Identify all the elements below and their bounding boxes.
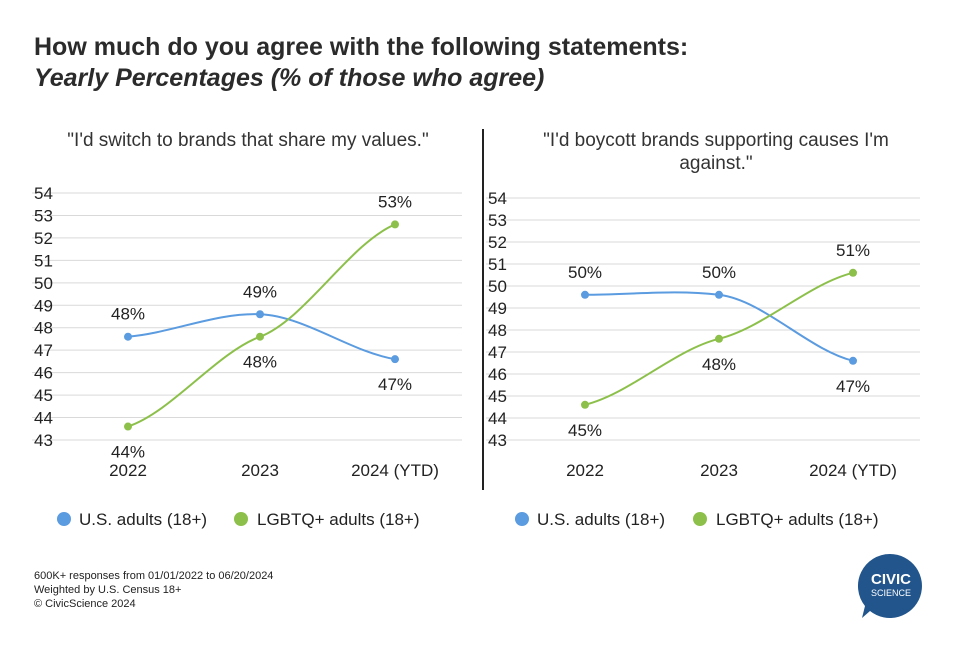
logo-text-science: SCIENCE xyxy=(871,588,911,598)
chart-2-title-line-2: against." xyxy=(679,153,752,174)
chart-2-point-lgbtq-1 xyxy=(581,400,589,409)
footnote-responses: 600K+ responses from 01/01/2022 to 06/20… xyxy=(34,570,274,582)
chart-1-ytick-43: 43 xyxy=(34,431,53,450)
chart-2-ytick-47: 47 xyxy=(488,343,507,362)
chart-1-ytick-44: 44 xyxy=(34,409,53,428)
chart-2-ytick-54: 54 xyxy=(488,189,507,208)
chart-2-xtick-2: 2023 xyxy=(700,461,738,480)
chart-1-ytick-51: 51 xyxy=(34,251,53,270)
chart-1-point-us-1 xyxy=(124,332,132,341)
footnote-copyright: © CivicScience 2024 xyxy=(34,598,136,610)
chart-2-line-us xyxy=(584,291,854,362)
chart-2-ytick-49: 49 xyxy=(488,299,507,318)
chart-1-xtick-1: 2022 xyxy=(109,461,147,480)
logo-bubble-shape xyxy=(857,554,922,618)
chart-1-ytick-46: 46 xyxy=(34,364,53,383)
chart-1-point-lgbtq-1 xyxy=(124,422,132,431)
chart-2-ytick-51: 51 xyxy=(488,255,507,274)
chart-1-ytick-47: 47 xyxy=(34,341,53,360)
chart-2-legend-us-swatch xyxy=(515,512,529,526)
chart-1-ytick-50: 50 xyxy=(34,274,53,293)
chart-1-ytick-53: 53 xyxy=(34,206,53,225)
footnote-weighting: Weighted by U.S. Census 18+ xyxy=(34,584,182,596)
chart-2-label-lgbtq-3: 51% xyxy=(836,241,870,260)
chart-2-ytick-43: 43 xyxy=(488,431,507,450)
chart-2-xtick-3: 2024 (YTD) xyxy=(809,461,897,480)
civicscience-logo: CIVIC SCIENCE xyxy=(857,554,922,618)
chart-2-point-us-1 xyxy=(581,290,589,299)
chart-2-ytick-45: 45 xyxy=(488,387,507,406)
chart-1-point-us-3 xyxy=(391,355,399,364)
logo-text-civic: CIVIC xyxy=(871,571,911,588)
chart-1-point-us-2 xyxy=(256,310,264,319)
chart-1-ytick-48: 48 xyxy=(34,319,53,338)
chart-1-label-us-2: 49% xyxy=(243,282,277,301)
chart-2-xtick-1: 2022 xyxy=(566,461,604,480)
chart-1-xtick-2: 2023 xyxy=(241,461,279,480)
chart-1-point-lgbtq-3 xyxy=(391,220,399,229)
title-main: How much do you agree with the following… xyxy=(34,33,689,61)
chart-2-ytick-53: 53 xyxy=(488,211,507,230)
chart-2-title-line-1: "I'd boycott brands supporting causes I'… xyxy=(543,130,889,151)
chart-title: How much do you agree with the following… xyxy=(34,32,688,94)
chart-2-label-us-3: 47% xyxy=(836,377,870,396)
chart-2-label-us-1: 50% xyxy=(568,263,602,282)
title-subtitle: Yearly Percentages (% of those who agree… xyxy=(34,64,545,92)
chart-2-legend-lgbtq-label: LGBTQ+ adults (18+) xyxy=(716,510,879,529)
chart-1-line-lgbtq xyxy=(127,223,396,428)
chart-2-legend-lgbtq-swatch xyxy=(693,512,707,526)
chart-1-ytick-52: 52 xyxy=(34,229,53,248)
chart-2-ytick-46: 46 xyxy=(488,365,507,384)
chart-2-point-lgbtq-2 xyxy=(715,334,723,343)
chart-2-ytick-52: 52 xyxy=(488,233,507,252)
chart-1-legend-lgbtq-swatch xyxy=(234,512,248,526)
chart-1-ytick-45: 45 xyxy=(34,386,53,405)
chart-1-title-line-1: "I'd switch to brands that share my valu… xyxy=(67,130,428,151)
chart-1-legend-us-swatch xyxy=(57,512,71,526)
chart-2-label-lgbtq-2: 48% xyxy=(702,355,736,374)
chart-2-ytick-50: 50 xyxy=(488,277,507,296)
footnote: 600K+ responses from 01/01/2022 to 06/20… xyxy=(34,569,273,611)
chart-1-ytick-54: 54 xyxy=(34,184,53,203)
chart-1-label-lgbtq-3: 53% xyxy=(378,192,412,211)
chart-2-point-lgbtq-3 xyxy=(849,268,857,277)
chart-1-point-lgbtq-2 xyxy=(256,332,264,341)
chart-2-legend-us-label: U.S. adults (18+) xyxy=(537,510,665,529)
chart-2-point-us-2 xyxy=(715,290,723,299)
chart-1-label-lgbtq-1: 44% xyxy=(111,443,145,462)
chart-2-ytick-44: 44 xyxy=(488,409,507,428)
chart-1-ytick-49: 49 xyxy=(34,296,53,315)
chart-1-label-us-1: 48% xyxy=(111,305,145,324)
chart-2-label-us-2: 50% xyxy=(702,263,736,282)
chart-2-point-us-3 xyxy=(849,356,857,365)
chart-2-label-lgbtq-1: 45% xyxy=(568,421,602,440)
chart-1-label-lgbtq-2: 48% xyxy=(243,353,277,372)
chart-1-xtick-3: 2024 (YTD) xyxy=(351,461,439,480)
chart-1-label-us-3: 47% xyxy=(378,375,412,394)
chart-2-ytick-48: 48 xyxy=(488,321,507,340)
chart-1-legend-us-label: U.S. adults (18+) xyxy=(79,510,207,529)
chart-1-legend-lgbtq-label: LGBTQ+ adults (18+) xyxy=(257,510,420,529)
